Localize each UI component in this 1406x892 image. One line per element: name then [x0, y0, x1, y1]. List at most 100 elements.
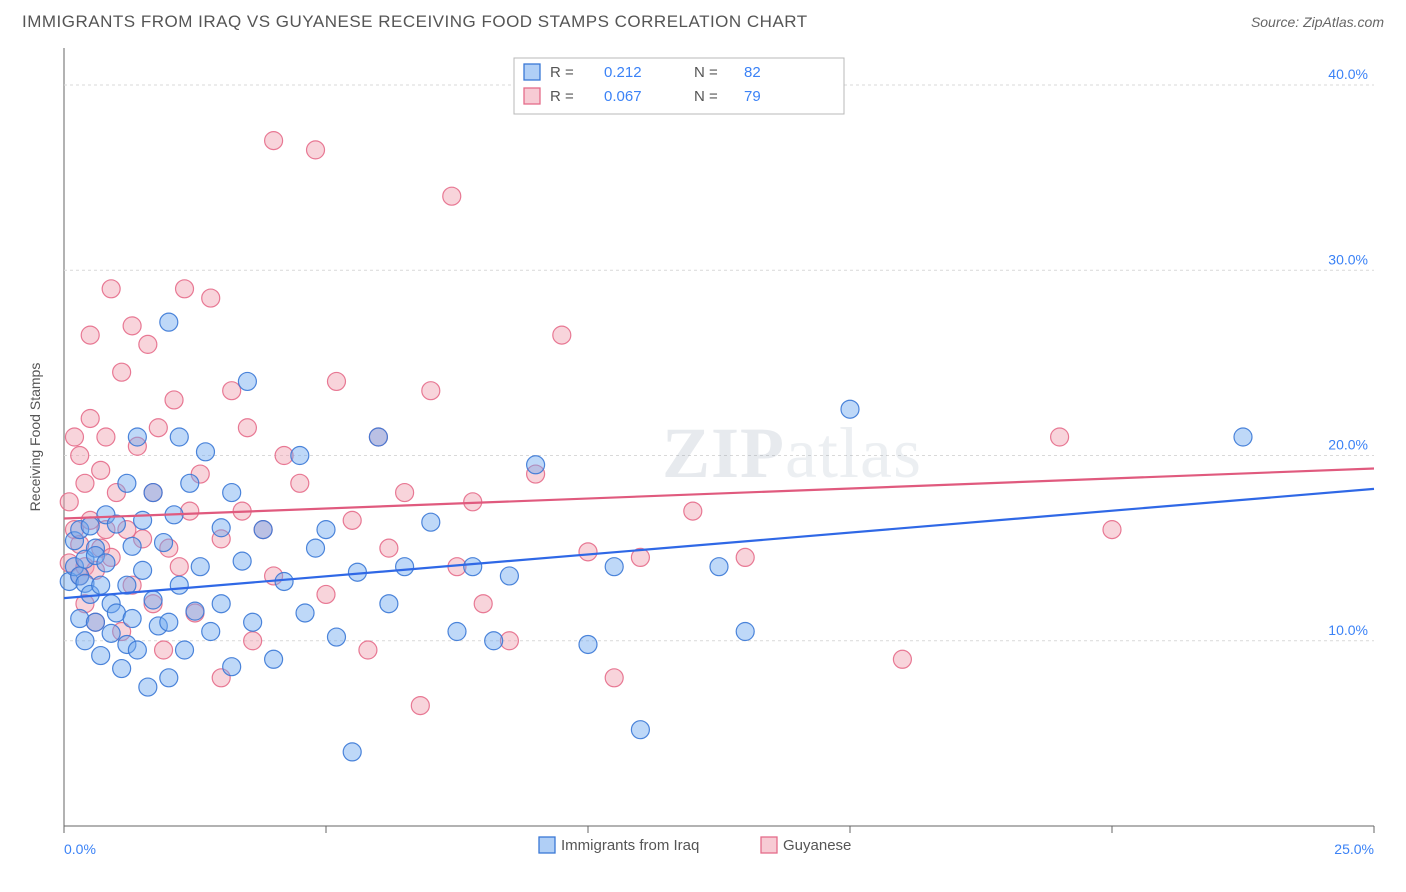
- source-label: Source: ZipAtlas.com: [1251, 14, 1384, 30]
- scatter-point: [579, 543, 597, 561]
- scatter-point: [448, 623, 466, 641]
- svg-text:Receiving Food Stamps: Receiving Food Stamps: [27, 363, 43, 512]
- scatter-point: [265, 650, 283, 668]
- scatter-point: [223, 658, 241, 676]
- page-title: IMMIGRANTS FROM IRAQ VS GUYANESE RECEIVI…: [22, 12, 808, 32]
- scatter-point: [113, 660, 131, 678]
- scatter-point: [128, 641, 146, 659]
- source-name: ZipAtlas.com: [1303, 14, 1384, 30]
- scatter-point: [327, 372, 345, 390]
- scatter-point: [380, 595, 398, 613]
- scatter-point: [160, 313, 178, 331]
- scatter-chart: 10.0%20.0%30.0%40.0%0.0%25.0%Receiving F…: [22, 40, 1384, 864]
- scatter-point: [553, 326, 571, 344]
- scatter-point: [223, 382, 241, 400]
- svg-text:10.0%: 10.0%: [1328, 622, 1368, 638]
- scatter-point: [369, 428, 387, 446]
- svg-text:0.0%: 0.0%: [64, 841, 96, 857]
- legend-label: Guyanese: [783, 837, 851, 854]
- scatter-point: [396, 484, 414, 502]
- svg-text:0.212: 0.212: [604, 64, 642, 81]
- svg-text:40.0%: 40.0%: [1328, 66, 1368, 82]
- scatter-point: [149, 419, 167, 437]
- scatter-point: [202, 289, 220, 307]
- scatter-point: [443, 187, 461, 205]
- svg-text:25.0%: 25.0%: [1334, 841, 1374, 857]
- source-prefix: Source:: [1251, 14, 1303, 30]
- scatter-point: [81, 326, 99, 344]
- scatter-point: [307, 539, 325, 557]
- scatter-point: [71, 610, 89, 628]
- scatter-point: [1103, 521, 1121, 539]
- scatter-point: [144, 591, 162, 609]
- scatter-point: [631, 721, 649, 739]
- scatter-point: [144, 484, 162, 502]
- scatter-point: [86, 613, 104, 631]
- scatter-point: [165, 391, 183, 409]
- scatter-point: [464, 558, 482, 576]
- scatter-point: [97, 554, 115, 572]
- scatter-point: [579, 635, 597, 653]
- scatter-point: [81, 517, 99, 535]
- legend-swatch: [761, 837, 777, 853]
- scatter-point: [1234, 428, 1252, 446]
- scatter-point: [97, 428, 115, 446]
- scatter-point: [223, 484, 241, 502]
- scatter-point: [841, 400, 859, 418]
- scatter-point: [186, 602, 204, 620]
- scatter-point: [196, 443, 214, 461]
- legend-swatch: [539, 837, 555, 853]
- scatter-point: [170, 428, 188, 446]
- scatter-point: [233, 552, 251, 570]
- scatter-point: [102, 280, 120, 298]
- legend-label: Immigrants from Iraq: [561, 837, 699, 854]
- scatter-point: [710, 558, 728, 576]
- scatter-point: [160, 669, 178, 687]
- scatter-point: [65, 428, 83, 446]
- scatter-point: [155, 534, 173, 552]
- scatter-point: [244, 632, 262, 650]
- scatter-point: [113, 363, 131, 381]
- svg-text:79: 79: [744, 88, 761, 105]
- chart-header: IMMIGRANTS FROM IRAQ VS GUYANESE RECEIVI…: [0, 0, 1406, 40]
- scatter-point: [123, 610, 141, 628]
- scatter-point: [527, 456, 545, 474]
- scatter-point: [291, 447, 309, 465]
- scatter-point: [343, 511, 361, 529]
- scatter-point: [202, 623, 220, 641]
- scatter-point: [244, 613, 262, 631]
- scatter-point: [92, 576, 110, 594]
- legend-swatch: [524, 88, 540, 104]
- scatter-point: [474, 595, 492, 613]
- scatter-point: [343, 743, 361, 761]
- scatter-point: [60, 493, 78, 511]
- scatter-point: [76, 474, 94, 492]
- scatter-point: [102, 624, 120, 642]
- scatter-point: [160, 613, 178, 631]
- legend-swatch: [524, 64, 540, 80]
- scatter-point: [359, 641, 377, 659]
- svg-text:82: 82: [744, 64, 761, 81]
- scatter-point: [176, 641, 194, 659]
- scatter-point: [500, 567, 518, 585]
- scatter-point: [170, 558, 188, 576]
- svg-text:R =: R =: [550, 88, 574, 105]
- scatter-point: [181, 502, 199, 520]
- svg-text:N =: N =: [694, 88, 718, 105]
- scatter-point: [128, 428, 146, 446]
- scatter-point: [684, 502, 702, 520]
- scatter-point: [327, 628, 345, 646]
- scatter-point: [92, 647, 110, 665]
- scatter-point: [134, 561, 152, 579]
- scatter-point: [92, 461, 110, 479]
- scatter-point: [485, 632, 503, 650]
- scatter-point: [307, 141, 325, 159]
- scatter-point: [181, 474, 199, 492]
- scatter-point: [118, 474, 136, 492]
- scatter-point: [176, 280, 194, 298]
- chart-container: ZIPatlas 10.0%20.0%30.0%40.0%0.0%25.0%Re…: [22, 40, 1384, 864]
- scatter-point: [123, 537, 141, 555]
- scatter-point: [238, 419, 256, 437]
- scatter-point: [893, 650, 911, 668]
- scatter-point: [422, 513, 440, 531]
